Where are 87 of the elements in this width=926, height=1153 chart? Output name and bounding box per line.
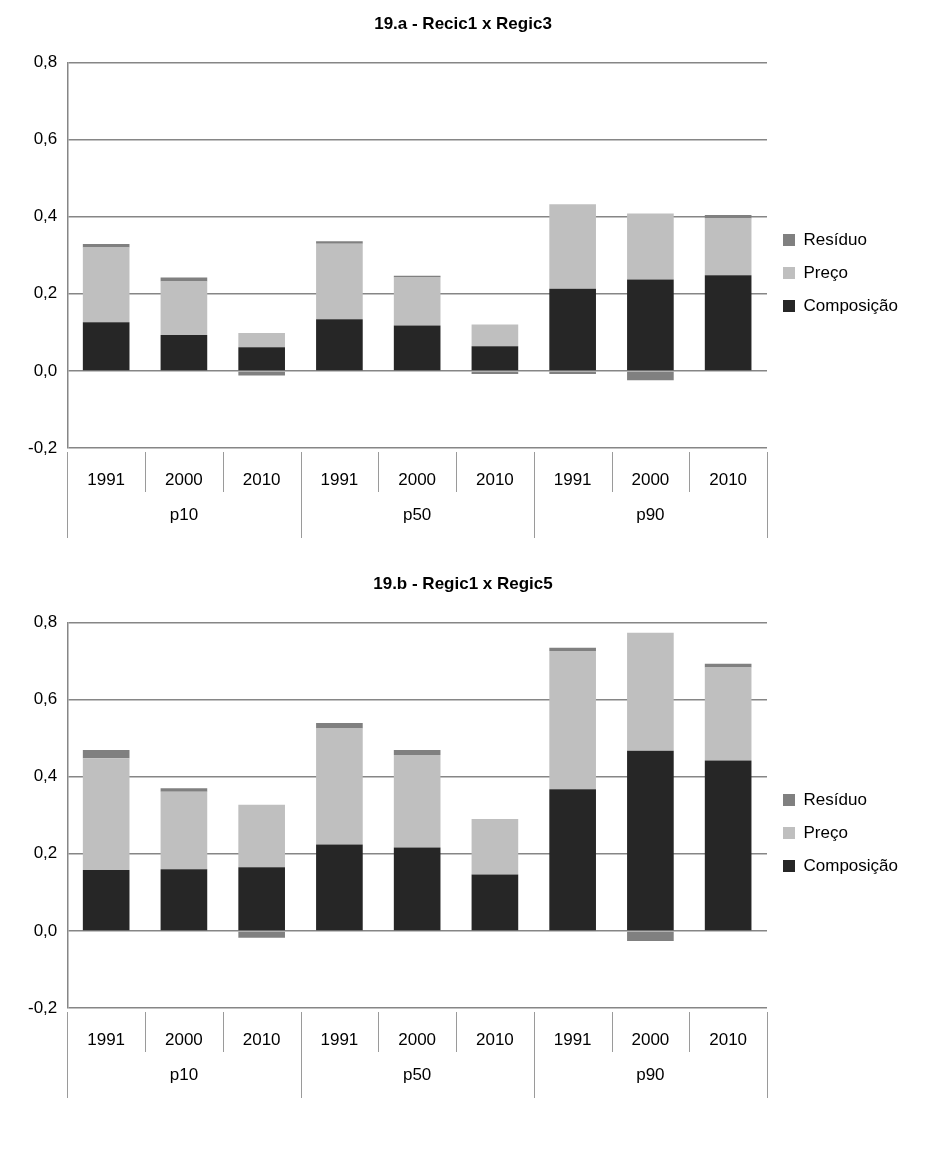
bar bbox=[393, 755, 441, 848]
bar bbox=[471, 874, 519, 931]
bar bbox=[160, 335, 208, 371]
y-tick-label: 0,4 bbox=[33, 766, 58, 786]
x-tick-label: 2000 bbox=[631, 1029, 670, 1049]
y-tick-label: 0,4 bbox=[33, 206, 58, 226]
text: p10 bbox=[169, 504, 199, 524]
x-tick-label: 2010 bbox=[475, 469, 514, 489]
x-tick-label: 2010 bbox=[242, 1029, 281, 1049]
bar bbox=[549, 789, 596, 931]
x-tick-label: 2010 bbox=[709, 469, 748, 489]
bar bbox=[704, 760, 752, 931]
bar bbox=[238, 347, 285, 371]
x-tick-label: 1991 bbox=[87, 469, 126, 489]
bar bbox=[704, 667, 752, 761]
bar bbox=[704, 275, 752, 371]
bar bbox=[627, 750, 674, 931]
y-tick-label: 0,6 bbox=[33, 129, 58, 149]
legend-label: Composição bbox=[803, 855, 899, 875]
bar bbox=[471, 324, 519, 347]
text: p50 bbox=[402, 1064, 432, 1084]
text: p10 bbox=[169, 1064, 199, 1084]
x-tick-label: 2000 bbox=[398, 469, 437, 489]
x-tick-label: 2010 bbox=[709, 1029, 748, 1049]
bar bbox=[82, 758, 130, 870]
legend-label: Resíduo bbox=[803, 229, 867, 249]
bar bbox=[316, 844, 363, 931]
chart-title: 19.a - Recic1 x Regic3 bbox=[374, 13, 552, 33]
x-tick-label: 1991 bbox=[553, 1029, 592, 1049]
y-tick-label: 0,8 bbox=[33, 612, 58, 632]
y-tick-label: 0,2 bbox=[33, 843, 58, 863]
text: p50 bbox=[402, 504, 432, 524]
bar bbox=[160, 869, 208, 931]
bar bbox=[627, 632, 674, 751]
bar bbox=[549, 204, 596, 289]
y-tick-label: 0,6 bbox=[33, 689, 58, 709]
y-tick-label: 0,2 bbox=[33, 283, 58, 303]
bar bbox=[393, 847, 441, 931]
y-tick-label: -0,2 bbox=[28, 997, 58, 1017]
bar bbox=[627, 213, 674, 280]
x-tick-label: 1991 bbox=[320, 469, 359, 489]
bar bbox=[160, 791, 208, 870]
bar bbox=[316, 243, 363, 320]
x-tick-label: 2000 bbox=[631, 469, 670, 489]
bar bbox=[704, 663, 752, 668]
bar bbox=[393, 277, 441, 326]
bar bbox=[82, 322, 130, 371]
bar bbox=[238, 804, 285, 868]
bar bbox=[704, 218, 752, 276]
chart-title: 19.b - Regic1 x Regic5 bbox=[373, 573, 553, 593]
bar bbox=[627, 279, 674, 371]
text: p90 bbox=[636, 504, 665, 524]
bar bbox=[316, 241, 363, 244]
bar bbox=[82, 247, 130, 323]
bar bbox=[471, 819, 519, 875]
legend-label: Preço bbox=[803, 262, 848, 282]
y-tick-label: -0,2 bbox=[28, 437, 58, 457]
text: p90 bbox=[636, 1064, 665, 1084]
bar bbox=[160, 281, 208, 336]
legend-label: Preço bbox=[803, 822, 848, 842]
bar bbox=[471, 346, 519, 371]
x-tick-label: 2000 bbox=[165, 469, 203, 489]
bar bbox=[82, 750, 130, 759]
x-tick-label: 1991 bbox=[320, 1029, 359, 1049]
bar bbox=[393, 325, 441, 371]
y-tick-label: 0,0 bbox=[33, 360, 58, 380]
bar bbox=[549, 650, 596, 790]
bar bbox=[393, 750, 441, 756]
x-tick-label: 2000 bbox=[165, 1029, 203, 1049]
bar bbox=[160, 788, 208, 792]
bar bbox=[316, 728, 363, 845]
x-tick-label: 1991 bbox=[87, 1029, 126, 1049]
x-tick-label: 2000 bbox=[398, 1029, 437, 1049]
bar bbox=[316, 319, 363, 371]
bar bbox=[549, 647, 596, 651]
bar bbox=[316, 723, 363, 729]
bar bbox=[238, 867, 285, 931]
y-tick-label: 0,0 bbox=[33, 920, 58, 940]
bar bbox=[82, 869, 130, 931]
legend-label: Resíduo bbox=[803, 789, 867, 809]
y-tick-label: 0,8 bbox=[33, 52, 58, 72]
x-tick-label: 2010 bbox=[475, 1029, 514, 1049]
x-tick-label: 2010 bbox=[242, 469, 281, 489]
legend-label: Composição bbox=[803, 295, 899, 315]
bar bbox=[549, 288, 596, 371]
bar bbox=[238, 333, 285, 348]
x-tick-label: 1991 bbox=[553, 469, 592, 489]
